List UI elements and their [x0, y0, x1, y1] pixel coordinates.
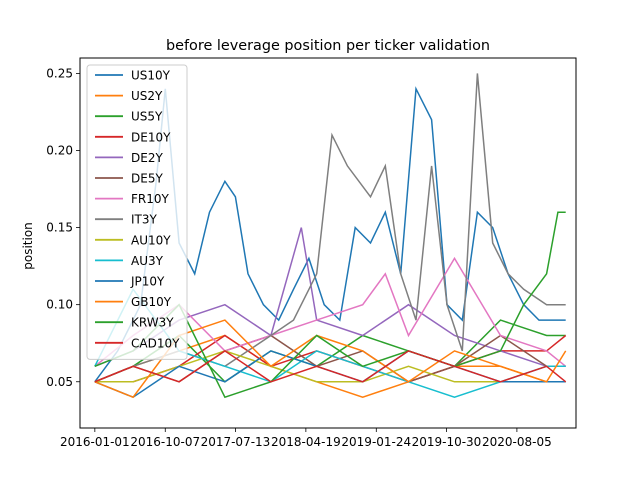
- x-tick-label: 2019-10-30: [412, 435, 482, 449]
- y-tick-label: 0.10: [46, 298, 73, 312]
- y-tick-label: 0.05: [46, 375, 73, 389]
- x-tick-label: 2018-04-19: [271, 435, 341, 449]
- y-axis-label: position: [21, 222, 35, 270]
- legend-label-fr10y: FR10Y: [131, 192, 170, 206]
- y-tick-label: 0.20: [46, 144, 73, 158]
- legend-label-krw3y: KRW3Y: [131, 316, 174, 330]
- legend-label-us10y: US10Y: [131, 69, 171, 83]
- legend-label-de5y: DE5Y: [131, 172, 163, 186]
- legend-label-de10y: DE10Y: [131, 130, 171, 144]
- legend-label-au3y: AU3Y: [131, 254, 164, 268]
- chart-title: before leverage position per ticker vali…: [166, 38, 490, 54]
- legend: US10Y US2Y US5Y DE10Y DE2Y DE5Y FR10Y IT3Y AU10Y…: [86, 64, 188, 360]
- x-axis: 2016-01-01 2016-10-07 2017-07-13 2018-04-19…: [60, 428, 552, 449]
- legend-label-jp10y: JP10Y: [130, 275, 165, 289]
- series-line-cad10y: [94, 349, 567, 383]
- y-tick-label: 0.25: [46, 66, 73, 80]
- plot-frame: [79, 57, 577, 429]
- y-tick-label: 0.15: [46, 221, 73, 235]
- legend-label-gb10y: GB10Y: [131, 295, 172, 309]
- legend-label-it3y: IT3Y: [131, 213, 158, 227]
- x-tick-label: 2016-01-01: [60, 435, 130, 449]
- legend-box: [86, 64, 188, 360]
- legend-label-us5y: US5Y: [131, 110, 163, 124]
- x-tick-label: 2019-01-24: [341, 435, 411, 449]
- legend-label-au10y: AU10Y: [131, 233, 171, 247]
- legend-label-us2y: US2Y: [131, 89, 163, 103]
- x-tick-label: 2016-10-07: [130, 435, 200, 449]
- y-axis: 0.05 0.10 0.15 0.20 0.25: [46, 66, 80, 389]
- series-line-it3y: [94, 73, 566, 383]
- legend-label-cad10y: CAD10Y: [131, 336, 180, 350]
- legend-label-de2y: DE2Y: [131, 151, 163, 165]
- x-tick-label: 2017-07-13: [201, 435, 271, 449]
- x-tick-label: 2020-08-05: [482, 435, 552, 449]
